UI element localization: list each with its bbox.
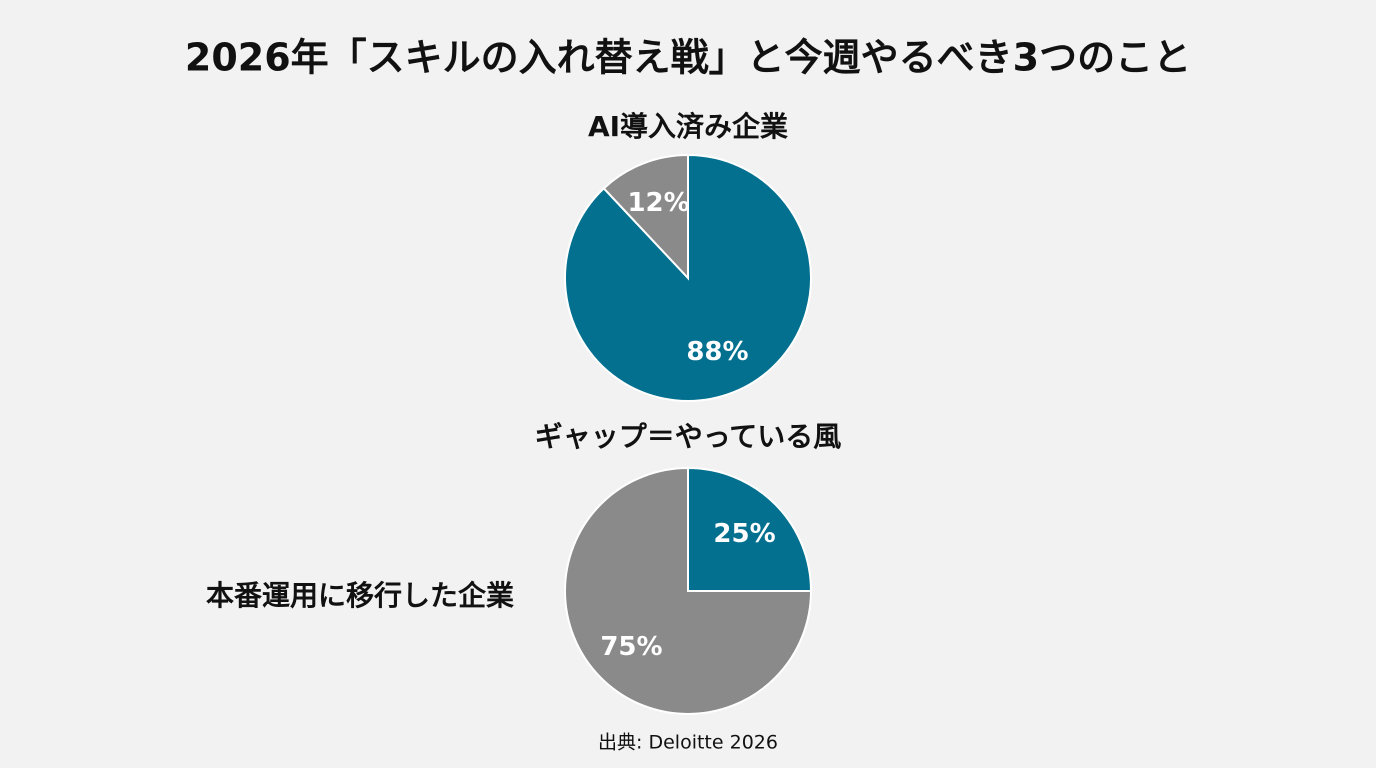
value-label: 12% xyxy=(627,188,689,218)
chart-title: 本番運用に移行した企業 xyxy=(206,579,514,612)
value-label: 25% xyxy=(713,519,775,549)
annotation: ギャップ＝やっている風 xyxy=(535,420,842,453)
value-label: 88% xyxy=(686,337,748,367)
chart-title: AI導入済み企業 xyxy=(588,110,788,143)
pie-slice xyxy=(602,153,689,281)
source: 出典: Deloitte 2026 xyxy=(598,732,778,754)
value-label: 75% xyxy=(600,632,662,662)
pie-slice xyxy=(564,466,813,715)
pie-slice xyxy=(687,466,813,592)
page-title: 2026年「スキルの入れ替え戦」と今週やるべき3つのこと xyxy=(185,36,1191,80)
